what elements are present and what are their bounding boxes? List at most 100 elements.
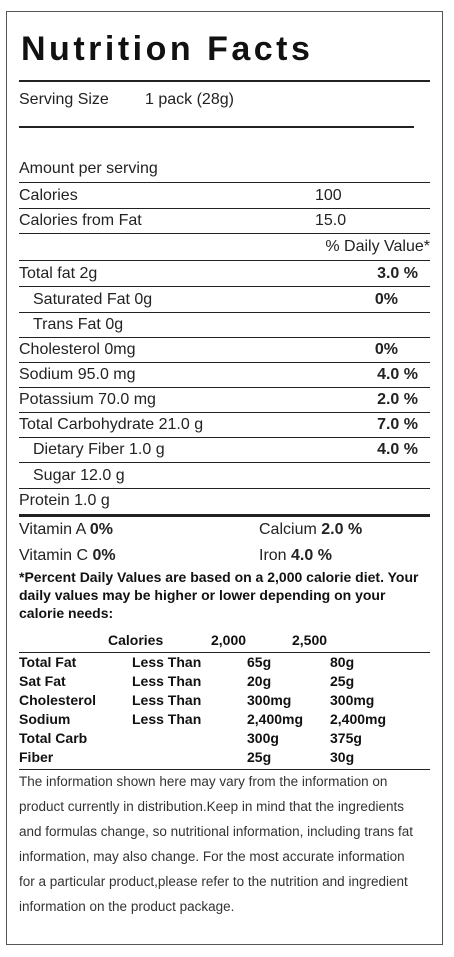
dv-table-cell: 2,400mg	[330, 711, 387, 727]
divider-n5	[19, 412, 430, 413]
divider-n4	[19, 387, 430, 388]
nutrient-row: Trans Fat 0g	[19, 314, 430, 336]
nutrient-label: Sodium 95.0 mg	[19, 366, 136, 383]
divider-amount	[19, 182, 430, 183]
divider-disclaimer	[19, 769, 430, 770]
dv-table-cell: Cholesterol	[19, 692, 97, 708]
dv-table-cell: 65g	[247, 654, 272, 670]
serving-size-row: Serving Size 1 pack (28g)	[19, 89, 430, 111]
dv-table-row: Total Carb 300g 375g	[19, 729, 430, 748]
nutrient-label: Protein 1.0 g	[19, 492, 110, 509]
amount-per-serving: Amount per serving	[19, 158, 430, 180]
divider-n2	[19, 337, 430, 338]
nutrient-label: Trans Fat 0g	[33, 316, 124, 333]
daily-value-header: % Daily Value*	[19, 236, 430, 258]
calories-fat-row: Calories from Fat 15.0	[19, 210, 430, 232]
vitamin-c-value: 0%	[92, 547, 116, 564]
dv-table-cell: 300mg	[330, 692, 375, 708]
footnote: *Percent Daily Values are based on a 2,0…	[19, 569, 419, 621]
nutrient-row: Potassium 70.0 mg 2.0 %	[19, 389, 430, 411]
divider-calories	[19, 208, 430, 209]
calories-value: 100	[315, 187, 342, 204]
dv-table-cell: Total Carb	[19, 730, 88, 746]
nutrient-dv: 3.0 %	[377, 265, 418, 282]
dv-table-cell: Total Fat	[19, 654, 77, 670]
dv-table-cell: Less Than	[132, 673, 202, 689]
dv-table-row: Sodium Less Than 2,400mg 2,400mg	[19, 710, 430, 729]
dv-table-cell: Less Than	[132, 692, 202, 708]
label-title: Nutrition Facts	[21, 30, 314, 68]
nutrient-label: Total Carbohydrate 21.0 g	[19, 416, 204, 433]
divider-n7	[19, 462, 430, 463]
dv-table-cell: 20g	[247, 673, 272, 689]
nutrient-row: Dietary Fiber 1.0 g 4.0 %	[19, 439, 430, 461]
calories-fat-label: Calories from Fat	[19, 212, 142, 229]
dv-table-cell: Sodium	[19, 711, 71, 727]
dv-table-row: Total Fat Less Than 65g 80g	[19, 653, 430, 672]
dv-table-row: Cholesterol Less Than 300mg 300mg	[19, 691, 430, 710]
vitamin-row-2: Vitamin C 0% Iron 4.0 %	[19, 545, 430, 567]
divider-n0	[19, 286, 430, 287]
daily-value-header-label: % Daily Value*	[325, 238, 430, 255]
nutrient-dv: 7.0 %	[377, 416, 418, 433]
calories-row: Calories 100	[19, 185, 430, 207]
dv-table-cell: Less Than	[132, 654, 202, 670]
vitamin-a: Vitamin A 0%	[19, 519, 113, 541]
divider-title	[19, 80, 430, 82]
nutrient-row: Sodium 95.0 mg 4.0 %	[19, 364, 430, 386]
nutrient-dv: 2.0 %	[377, 391, 418, 408]
nutrient-row: Saturated Fat 0g 0%	[19, 289, 430, 311]
dv-table-header-cell: Calories	[108, 632, 164, 648]
dv-table-cell: 25g	[330, 673, 355, 689]
nutrition-label: Nutrition Facts Serving Size 1 pack (28g…	[6, 11, 443, 945]
vitamin-c: Vitamin C 0%	[19, 545, 116, 567]
dv-table-cell: 30g	[330, 749, 355, 765]
amount-per-serving-label: Amount per serving	[19, 160, 158, 177]
divider-thick	[19, 514, 430, 517]
calcium-label: Calcium	[259, 521, 317, 538]
nutrient-row: Total fat 2g 3.0 %	[19, 263, 430, 285]
dv-table-header-cell: 2,500	[292, 632, 328, 648]
dv-table-header: Calories 2,000 2,500	[19, 630, 430, 650]
nutrient-dv: 4.0 %	[377, 366, 418, 383]
dv-table-cell: 2,400mg	[247, 711, 304, 727]
dv-table-row: Fiber 25g 30g	[19, 748, 430, 767]
iron-label: Iron	[259, 547, 287, 564]
nutrient-row: Cholesterol 0mg 0%	[19, 339, 430, 361]
dv-table-cell: Sat Fat	[19, 673, 66, 689]
calories-label: Calories	[19, 187, 78, 204]
calcium: Calcium 2.0 %	[259, 519, 362, 541]
vitamin-c-label: Vitamin C	[19, 547, 89, 564]
divider-serving	[19, 126, 414, 128]
divider-dv	[19, 260, 430, 261]
nutrient-dv: 4.0 %	[377, 441, 418, 458]
dv-table-header-cell: 2,000	[211, 632, 247, 648]
dv-table-cell: 80g	[330, 654, 355, 670]
nutrient-label: Dietary Fiber 1.0 g	[33, 441, 165, 458]
calories-fat-value: 15.0	[315, 212, 347, 229]
divider-n3	[19, 362, 430, 363]
dv-table-cell: 25g	[247, 749, 272, 765]
dv-table-row: Sat Fat Less Than 20g 25g	[19, 672, 430, 691]
vitamin-row-1: Vitamin A 0% Calcium 2.0 %	[19, 519, 430, 541]
divider-table	[19, 652, 430, 653]
dv-table-cell: Fiber	[19, 749, 54, 765]
nutrient-dv: 0%	[374, 291, 398, 308]
divider-n8	[19, 488, 430, 489]
disclaimer: The information shown here may vary from…	[19, 774, 413, 914]
dv-table-cell: 300mg	[247, 692, 292, 708]
serving-size-value: 1 pack (28g)	[145, 91, 234, 108]
dv-table-cell: 300g	[247, 730, 279, 746]
nutrient-label: Potassium 70.0 mg	[19, 391, 156, 408]
vitamin-a-label: Vitamin A	[19, 521, 86, 538]
nutrient-label: Sugar 12.0 g	[33, 467, 125, 484]
calcium-value: 2.0 %	[321, 521, 363, 538]
iron-value: 4.0 %	[291, 547, 332, 564]
nutrient-dv: 0%	[374, 341, 398, 358]
iron: Iron 4.0 %	[259, 545, 332, 567]
nutrition-label-body: Nutrition Facts Serving Size 1 pack (28g…	[19, 12, 430, 944]
divider-n1	[19, 312, 430, 313]
dv-table-cell: Less Than	[132, 711, 202, 727]
divider-n6	[19, 437, 430, 438]
nutrient-label: Cholesterol 0mg	[19, 341, 136, 358]
